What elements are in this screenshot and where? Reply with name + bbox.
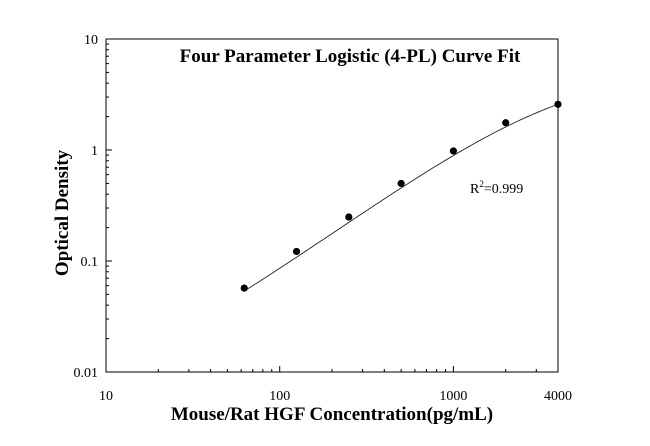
- data-point: [449, 147, 458, 155]
- r-squared-superscript: 2: [479, 179, 484, 189]
- x-axis-label: Mouse/Rat HGF Concentration(pg/mL): [171, 404, 493, 425]
- r-squared-main: R: [470, 182, 480, 197]
- data-point: [292, 247, 301, 256]
- x-tick-label: 10: [99, 389, 113, 404]
- y-tick-label: 1: [91, 144, 98, 159]
- data-point: [345, 213, 353, 221]
- x-tick-label: 100: [269, 389, 290, 404]
- y-tick-label: 0.1: [81, 255, 99, 270]
- chart-title: Four Parameter Logistic (4-PL) Curve Fit: [180, 46, 521, 67]
- plot-frame: [105, 38, 559, 373]
- x-tick-label: 4000: [544, 389, 572, 404]
- fit-curve: [244, 103, 559, 292]
- y-tick-label: 10: [84, 33, 98, 48]
- data-point: [397, 179, 405, 188]
- r-squared-value: =0.999: [484, 182, 523, 197]
- data-point: [502, 119, 510, 127]
- r-squared-annotation: R2=0.999: [470, 179, 523, 197]
- data-point: [240, 284, 248, 292]
- y-tick-label: 0.01: [74, 366, 99, 381]
- y-axis-label: Optical Density: [52, 149, 73, 276]
- data-point: [554, 100, 562, 108]
- x-tick-label: 1000: [439, 389, 467, 404]
- data-points: [240, 100, 562, 292]
- axis-ticks: 10 100 1000 4000 0.01 0.1 1 10: [74, 33, 573, 404]
